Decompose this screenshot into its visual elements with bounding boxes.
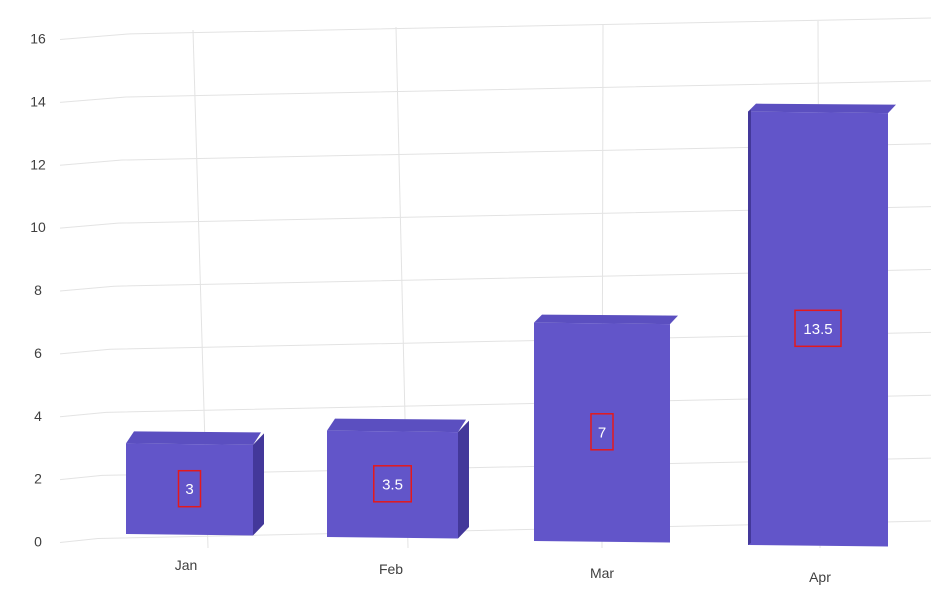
y-tick-label: 12 (30, 156, 46, 172)
gridline-y-8 (59, 269, 931, 292)
x-tick-label: Mar (590, 565, 614, 581)
data-label-Jan: 3 (185, 481, 193, 498)
data-label-box-Apr (794, 309, 842, 348)
bar-side-Apr (748, 109, 751, 546)
bar-top-Feb (327, 418, 466, 433)
bar-Feb[interactable] (327, 418, 469, 539)
bar-top-Apr (748, 103, 896, 114)
x-tick-label: Jan (175, 557, 198, 573)
data-label-box-Jan (177, 469, 202, 508)
data-label-Apr: 13.5 (803, 321, 832, 338)
y-tick-label: 2 (34, 471, 42, 487)
y-tick-label: 0 (34, 534, 42, 550)
x-tick-label: Apr (809, 569, 831, 585)
data-label-Mar: 7 (598, 424, 606, 441)
gridline-y-14 (59, 80, 931, 103)
y-tick-label: 14 (30, 93, 46, 109)
data-label-box-Feb (373, 465, 412, 503)
bar-Jan[interactable] (126, 431, 264, 536)
bar-top-Mar (534, 314, 678, 325)
data-label-Feb: 3.5 (382, 476, 403, 493)
bar-top-Jan (126, 431, 261, 445)
labels-layer: 0 2 4 6 8 10 12 14 16 3 3.5 7 13.5 Jan Feb Mar Apr (30, 31, 842, 585)
y-tick-label: 16 (30, 31, 46, 47)
y-tick-label: 6 (34, 345, 42, 361)
bar-Mar[interactable] (534, 314, 678, 543)
bar-Apr[interactable] (748, 103, 896, 547)
bar-side-Feb (458, 420, 469, 539)
y-tick-label: 10 (30, 219, 46, 235)
gridline-y-16 (59, 17, 931, 40)
data-label-box-Mar (590, 413, 614, 451)
bar-front-Jan[interactable] (126, 443, 253, 536)
gridline-y-12 (59, 143, 931, 166)
bar-front-Feb[interactable] (327, 430, 458, 539)
y-tick-label: 4 (34, 408, 42, 424)
x-tick-label: Feb (379, 561, 403, 577)
bars-layer (126, 103, 896, 547)
bar-front-Apr[interactable] (748, 111, 888, 547)
gridline-y-10 (59, 206, 931, 229)
bar-front-Mar[interactable] (534, 322, 670, 543)
y-tick-label: 8 (34, 282, 42, 298)
bar-side-Jan (253, 433, 264, 536)
